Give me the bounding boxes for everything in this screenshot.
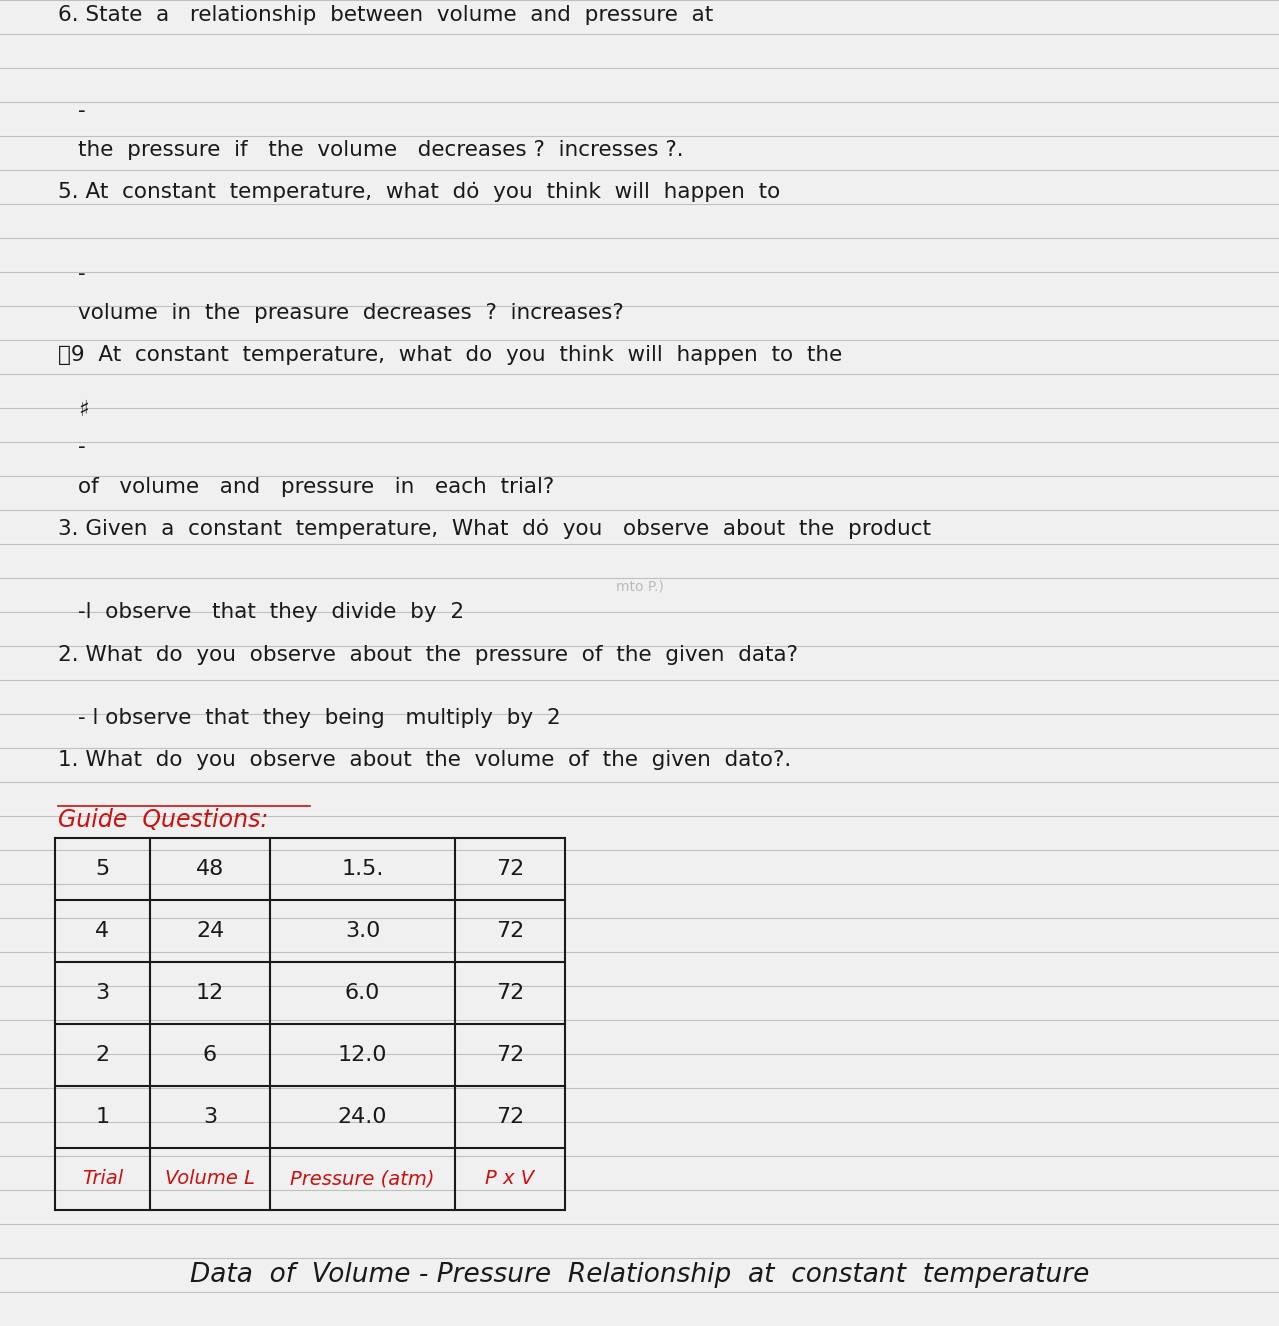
Text: 1.5.: 1.5. [341,859,384,879]
Text: -l  observe   that  they  divide  by  2: -l observe that they divide by 2 [78,602,464,622]
Text: 24: 24 [196,922,224,941]
Text: -: - [78,101,86,121]
Text: 72: 72 [496,1107,524,1127]
Text: 3: 3 [203,1107,217,1127]
Text: Volume L: Volume L [165,1170,255,1188]
Text: 12.0: 12.0 [338,1045,388,1065]
Text: P x V: P x V [486,1170,535,1188]
Text: 4: 4 [96,922,110,941]
Text: 1: 1 [96,1107,110,1127]
Text: ♯: ♯ [78,400,88,420]
Text: - l observe  that  they  being   multiply  by  2: - l observe that they being multiply by … [78,708,560,728]
Text: 1. What  do  you  observe  about  the  volume  of  the  given  dato?.: 1. What do you observe about the volume … [58,751,792,770]
Text: 2: 2 [96,1045,110,1065]
Text: 3. Given  a  constant  temperature,  What  dȯ  you   observe  about  the  produ: 3. Given a constant temperature, What do… [58,518,931,538]
Text: the  pressure  if   the  volume   decreases ?  incresses ?.: the pressure if the volume decreases ? i… [78,141,683,160]
Text: of   volume   and   pressure   in   each  trial?: of volume and pressure in each trial? [78,476,554,497]
Text: volume  in  the  preasure  decreases  ?  increases?: volume in the preasure decreases ? incre… [78,304,624,324]
Text: 6. State  a   relationship  between  volume  and  pressure  at: 6. State a relationship between volume a… [58,5,714,25]
Text: Pressure (atm): Pressure (atm) [290,1170,435,1188]
Text: 5: 5 [96,859,110,879]
Text: ⑙9  At  constant  temperature,  what  do  you  think  will  happen  to  the: ⑙9 At constant temperature, what do you … [58,345,843,366]
Text: 3.0: 3.0 [345,922,380,941]
Text: 72: 72 [496,983,524,1002]
Text: 48: 48 [196,859,224,879]
Text: -: - [78,264,86,284]
Text: 5. At  constant  temperature,  what  dȯ  you  think  will  happen  to: 5. At constant temperature, what dȯ you… [58,182,780,203]
Text: 12: 12 [196,983,224,1002]
Text: 72: 72 [496,859,524,879]
Text: mto P.): mto P.) [616,579,664,594]
Text: -: - [78,438,86,457]
Text: 72: 72 [496,1045,524,1065]
Text: 2. What  do  you  observe  about  the  pressure  of  the  given  data?: 2. What do you observe about the pressur… [58,644,798,664]
Text: Data  of  Volume - Pressure  Relationship  at  constant  temperature: Data of Volume - Pressure Relationship a… [191,1262,1090,1288]
Text: 6: 6 [203,1045,217,1065]
Text: 72: 72 [496,922,524,941]
Text: Trial: Trial [82,1170,123,1188]
Text: 6.0: 6.0 [345,983,380,1002]
Text: Guide  Questions:: Guide Questions: [58,808,269,831]
Text: 3: 3 [96,983,110,1002]
Text: 24.0: 24.0 [338,1107,388,1127]
